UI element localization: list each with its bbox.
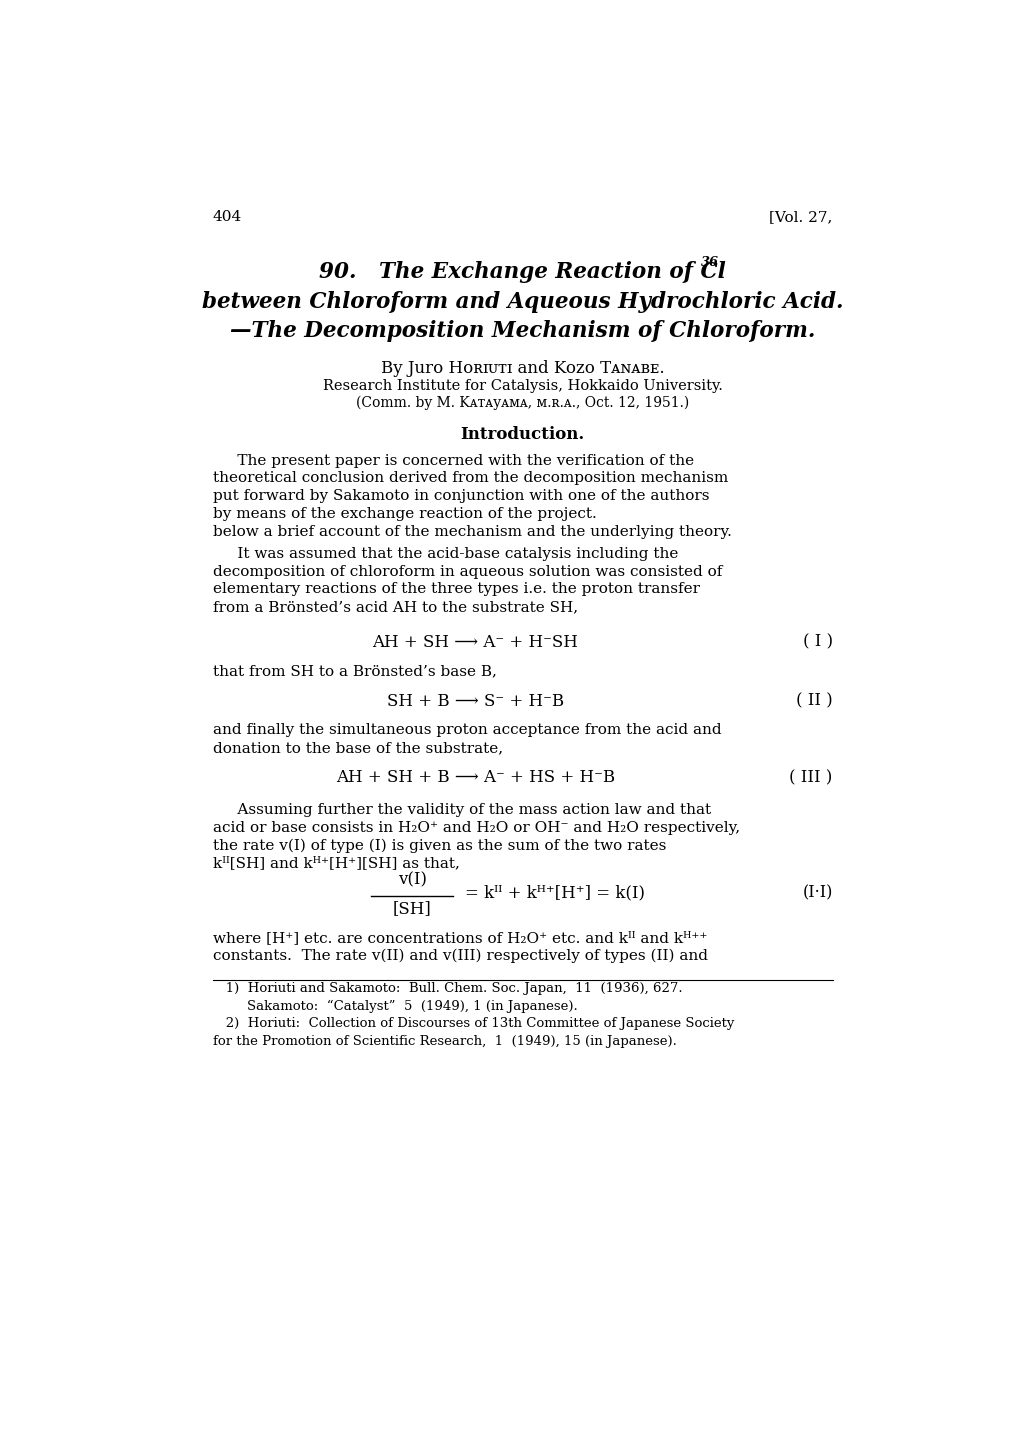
Text: ( II ): ( II ) [795, 693, 832, 709]
Text: The present paper is concerned with the verification of the: The present paper is concerned with the … [213, 454, 693, 468]
Text: below a brief account of the mechanism and the underlying theory.: below a brief account of the mechanism a… [213, 525, 731, 539]
Text: between Chloroform and Aqueous Hydrochloric Acid.: between Chloroform and Aqueous Hydrochlo… [202, 291, 843, 313]
Text: v(I): v(I) [397, 872, 426, 888]
Text: theoretical conclusion derived from the decomposition mechanism: theoretical conclusion derived from the … [213, 471, 728, 486]
Text: 90.   The Exchange Reaction of Cl: 90. The Exchange Reaction of Cl [319, 261, 726, 284]
Text: 36: 36 [700, 256, 718, 269]
Text: from a Brönsted’s acid AH to the substrate SH,: from a Brönsted’s acid AH to the substra… [213, 601, 578, 614]
Text: [Vol. 27,: [Vol. 27, [768, 210, 832, 225]
Text: AH + SH + B ⟶ A⁻ + HS + H⁻B: AH + SH + B ⟶ A⁻ + HS + H⁻B [335, 769, 614, 787]
Text: Assuming further the validity of the mass action law and that: Assuming further the validity of the mas… [213, 803, 710, 817]
Text: put forward by Sakamoto in conjunction with one of the authors: put forward by Sakamoto in conjunction w… [213, 490, 708, 503]
Text: Research Institute for Catalysis, Hokkaido University.: Research Institute for Catalysis, Hokkai… [322, 379, 722, 393]
Text: [SH]: [SH] [392, 901, 431, 916]
Text: Sakamoto:  “Catalyst”  5  (1949), 1 (in Japanese).: Sakamoto: “Catalyst” 5 (1949), 1 (in Jap… [213, 999, 577, 1013]
Text: by means of the exchange reaction of the project.: by means of the exchange reaction of the… [213, 507, 596, 522]
Text: (Comm. by M. Kᴀᴛᴀуᴀᴍᴀ, ᴍ.ʀ.ᴀ., Oct. 12, 1951.): (Comm. by M. Kᴀᴛᴀуᴀᴍᴀ, ᴍ.ʀ.ᴀ., Oct. 12, … [356, 396, 689, 411]
Text: —The Decomposition Mechanism of Chloroform.: —The Decomposition Mechanism of Chlorofo… [230, 320, 814, 342]
Text: It was assumed that the acid-base catalysis including the: It was assumed that the acid-base cataly… [213, 548, 678, 561]
Text: ( III ): ( III ) [789, 769, 832, 787]
Text: 404: 404 [213, 210, 242, 225]
Text: acid or base consists in H₂O⁺ and H₂O or OH⁻ and H₂O respectively,: acid or base consists in H₂O⁺ and H₂O or… [213, 821, 739, 834]
Text: constants.  The rate v(II) and v(III) respectively of types (II) and: constants. The rate v(II) and v(III) res… [213, 948, 707, 963]
Text: By Juro Hᴏʀɪᴜᴛɪ and Kozo Tᴀɴᴀʙᴇ.: By Juro Hᴏʀɪᴜᴛɪ and Kozo Tᴀɴᴀʙᴇ. [380, 360, 664, 376]
Text: (I·I): (I·I) [802, 885, 832, 902]
Text: AH + SH ⟶ A⁻ + H⁻SH: AH + SH ⟶ A⁻ + H⁻SH [372, 634, 578, 651]
Text: ( I ): ( I ) [802, 634, 832, 651]
Text: where [H⁺] etc. are concentrations of H₂O⁺ etc. and kᴵᴵ and kᴴ⁺⁺: where [H⁺] etc. are concentrations of H₂… [213, 931, 706, 945]
Text: = kᴵᴵ + kᴴ⁺[H⁺] = k(I): = kᴵᴵ + kᴴ⁺[H⁺] = k(I) [465, 885, 644, 902]
Text: the rate v(I) of type (I) is given as the sum of the two rates: the rate v(I) of type (I) is given as th… [213, 839, 665, 853]
Text: and finally the simultaneous proton acceptance from the acid and: and finally the simultaneous proton acce… [213, 723, 720, 738]
Text: 1)  Horiuti and Sakamoto:  Bull. Chem. Soc. Japan,  11  (1936), 627.: 1) Horiuti and Sakamoto: Bull. Chem. Soc… [213, 981, 682, 994]
Text: kᴵᴵ[SH] and kᴴ⁺[H⁺][SH] as that,: kᴵᴵ[SH] and kᴴ⁺[H⁺][SH] as that, [213, 856, 460, 870]
Text: donation to the base of the substrate,: donation to the base of the substrate, [213, 741, 502, 755]
Text: elementary reactions of the three types i.e. the proton transfer: elementary reactions of the three types … [213, 582, 699, 597]
Text: that from SH to a Brönsted’s base B,: that from SH to a Brönsted’s base B, [213, 664, 496, 679]
Text: 2)  Horiuti:  Collection of Discourses of 13th Committee of Japanese Society: 2) Horiuti: Collection of Discourses of … [213, 1017, 734, 1030]
Text: decomposition of chloroform in aqueous solution was consisted of: decomposition of chloroform in aqueous s… [213, 565, 721, 579]
Text: for the Promotion of Scientific Research,  1  (1949), 15 (in Japanese).: for the Promotion of Scientific Research… [213, 1035, 676, 1048]
Text: Introduction.: Introduction. [461, 427, 584, 444]
Text: SH + B ⟶ S⁻ + H⁻B: SH + B ⟶ S⁻ + H⁻B [386, 693, 564, 709]
